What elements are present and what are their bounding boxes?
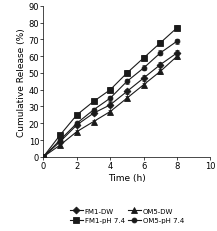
OM5-pH 7.4 — [42, 156, 45, 158]
OM5-pH 7.4 — [92, 109, 95, 112]
FM1-pH 7.4 — [76, 114, 78, 117]
FM1-DW — [142, 77, 145, 80]
OM5-pH 7.4 — [126, 81, 128, 83]
FM1-pH 7.4 — [42, 156, 45, 158]
Line: OM5-pH 7.4: OM5-pH 7.4 — [41, 40, 179, 159]
OM5-DW — [42, 156, 45, 158]
FM1-DW — [76, 124, 78, 127]
FM1-pH 7.4 — [142, 57, 145, 60]
OM5-DW — [159, 71, 162, 73]
OM5-DW — [176, 56, 178, 58]
OM5-DW — [92, 121, 95, 123]
X-axis label: Time (h): Time (h) — [108, 173, 146, 182]
FM1-DW — [92, 112, 95, 115]
FM1-DW — [42, 156, 45, 158]
FM1-pH 7.4 — [159, 42, 162, 45]
FM1-pH 7.4 — [59, 134, 61, 137]
OM5-pH 7.4 — [176, 41, 178, 43]
Line: FM1-DW: FM1-DW — [41, 51, 179, 159]
FM1-pH 7.4 — [109, 89, 112, 92]
OM5-DW — [76, 131, 78, 134]
OM5-DW — [126, 97, 128, 100]
OM5-pH 7.4 — [59, 139, 61, 142]
OM5-pH 7.4 — [142, 67, 145, 70]
FM1-DW — [126, 91, 128, 93]
OM5-pH 7.4 — [159, 52, 162, 55]
FM1-DW — [59, 141, 61, 143]
FM1-DW — [109, 104, 112, 107]
FM1-DW — [176, 52, 178, 55]
Line: OM5-DW: OM5-DW — [41, 54, 180, 160]
Legend: FM1-DW, FM1-pH 7.4, OM5-DW, OM5-pH 7.4: FM1-DW, FM1-pH 7.4, OM5-DW, OM5-pH 7.4 — [68, 206, 186, 225]
OM5-pH 7.4 — [109, 97, 112, 100]
OM5-DW — [142, 84, 145, 87]
OM5-pH 7.4 — [76, 122, 78, 125]
Line: FM1-pH 7.4: FM1-pH 7.4 — [40, 25, 180, 160]
FM1-pH 7.4 — [176, 27, 178, 30]
FM1-pH 7.4 — [92, 101, 95, 103]
OM5-DW — [59, 144, 61, 147]
FM1-pH 7.4 — [126, 72, 128, 75]
Y-axis label: Cumulative Release (%): Cumulative Release (%) — [17, 28, 26, 136]
FM1-DW — [159, 64, 162, 67]
OM5-DW — [109, 111, 112, 113]
